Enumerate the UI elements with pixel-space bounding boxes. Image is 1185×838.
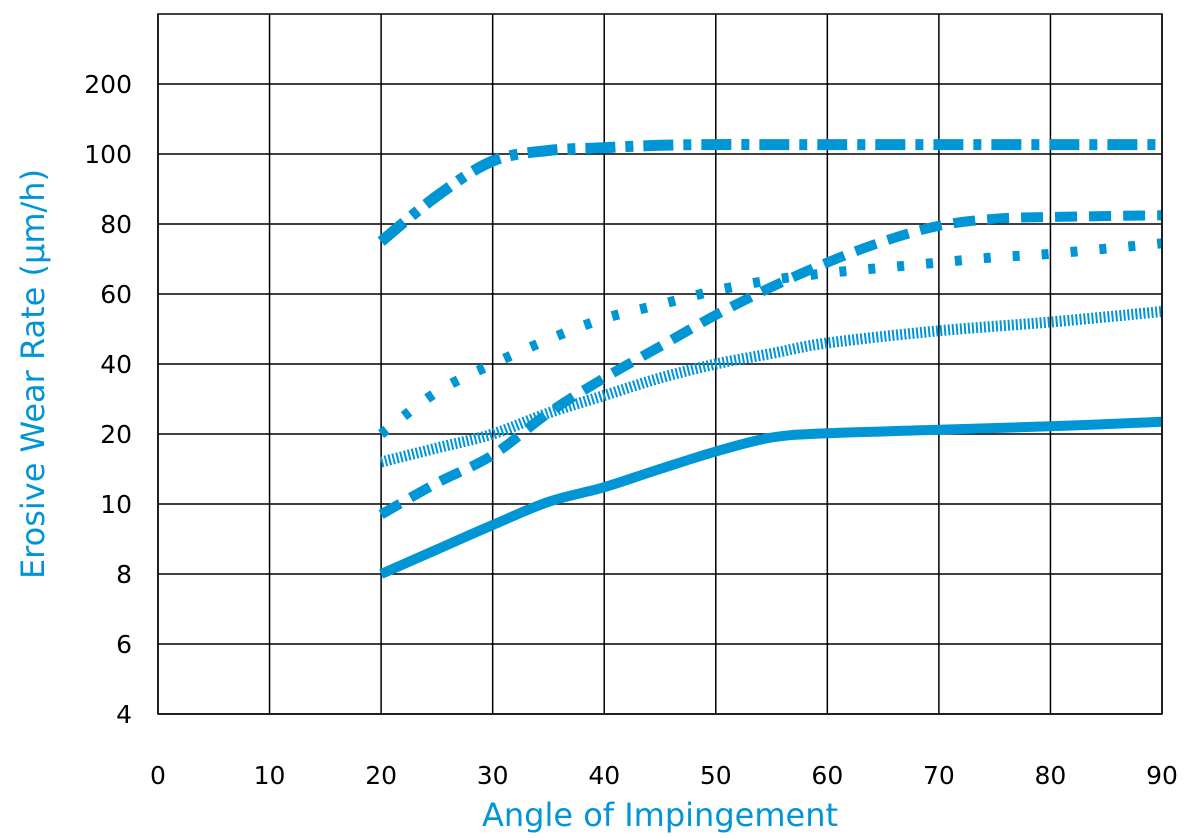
grid — [157, 14, 1163, 715]
y-axis-title: Erosive Wear Rate (µm/h) — [14, 169, 52, 579]
x-tick-label: 40 — [588, 761, 620, 790]
y-tick-label: 100 — [84, 140, 132, 169]
series-line-dash-dot — [377, 139, 1162, 246]
y-tick-label: 20 — [100, 420, 132, 449]
y-tick-label: 60 — [100, 280, 132, 309]
plot-frame — [157, 13, 1163, 715]
x-tick-label: 20 — [365, 761, 397, 790]
x-tick-label: 70 — [923, 761, 955, 790]
x-tick-label: 50 — [700, 761, 732, 790]
x-tick-label: 60 — [811, 761, 843, 790]
x-tick-label: 30 — [477, 761, 509, 790]
x-tick-label: 0 — [150, 761, 166, 790]
x-tick-label: 80 — [1035, 761, 1067, 790]
y-tick-label: 10 — [100, 490, 132, 519]
series-line-dotted — [378, 238, 1163, 438]
series-line-solid — [379, 416, 1163, 579]
y-tick-label: 6 — [116, 630, 132, 659]
tick-labels: 0 10 20 30 40 50 60 70 80 90 4 6 8 10 20 40 60 80 100 200 — [84, 70, 1178, 790]
y-tick-label: 200 — [84, 70, 132, 99]
x-tick-label: 90 — [1146, 761, 1178, 790]
y-tick-label: 8 — [116, 560, 132, 589]
series-line-dashed — [378, 210, 1163, 519]
series-line-fine-dotted — [379, 306, 1163, 468]
y-tick-label: 80 — [100, 210, 132, 239]
y-tick-label: 4 — [116, 700, 132, 729]
series-layer — [377, 139, 1163, 579]
x-tick-label: 10 — [254, 761, 286, 790]
y-tick-label: 40 — [100, 350, 132, 379]
x-axis-title: Angle of Impingement — [482, 796, 838, 834]
